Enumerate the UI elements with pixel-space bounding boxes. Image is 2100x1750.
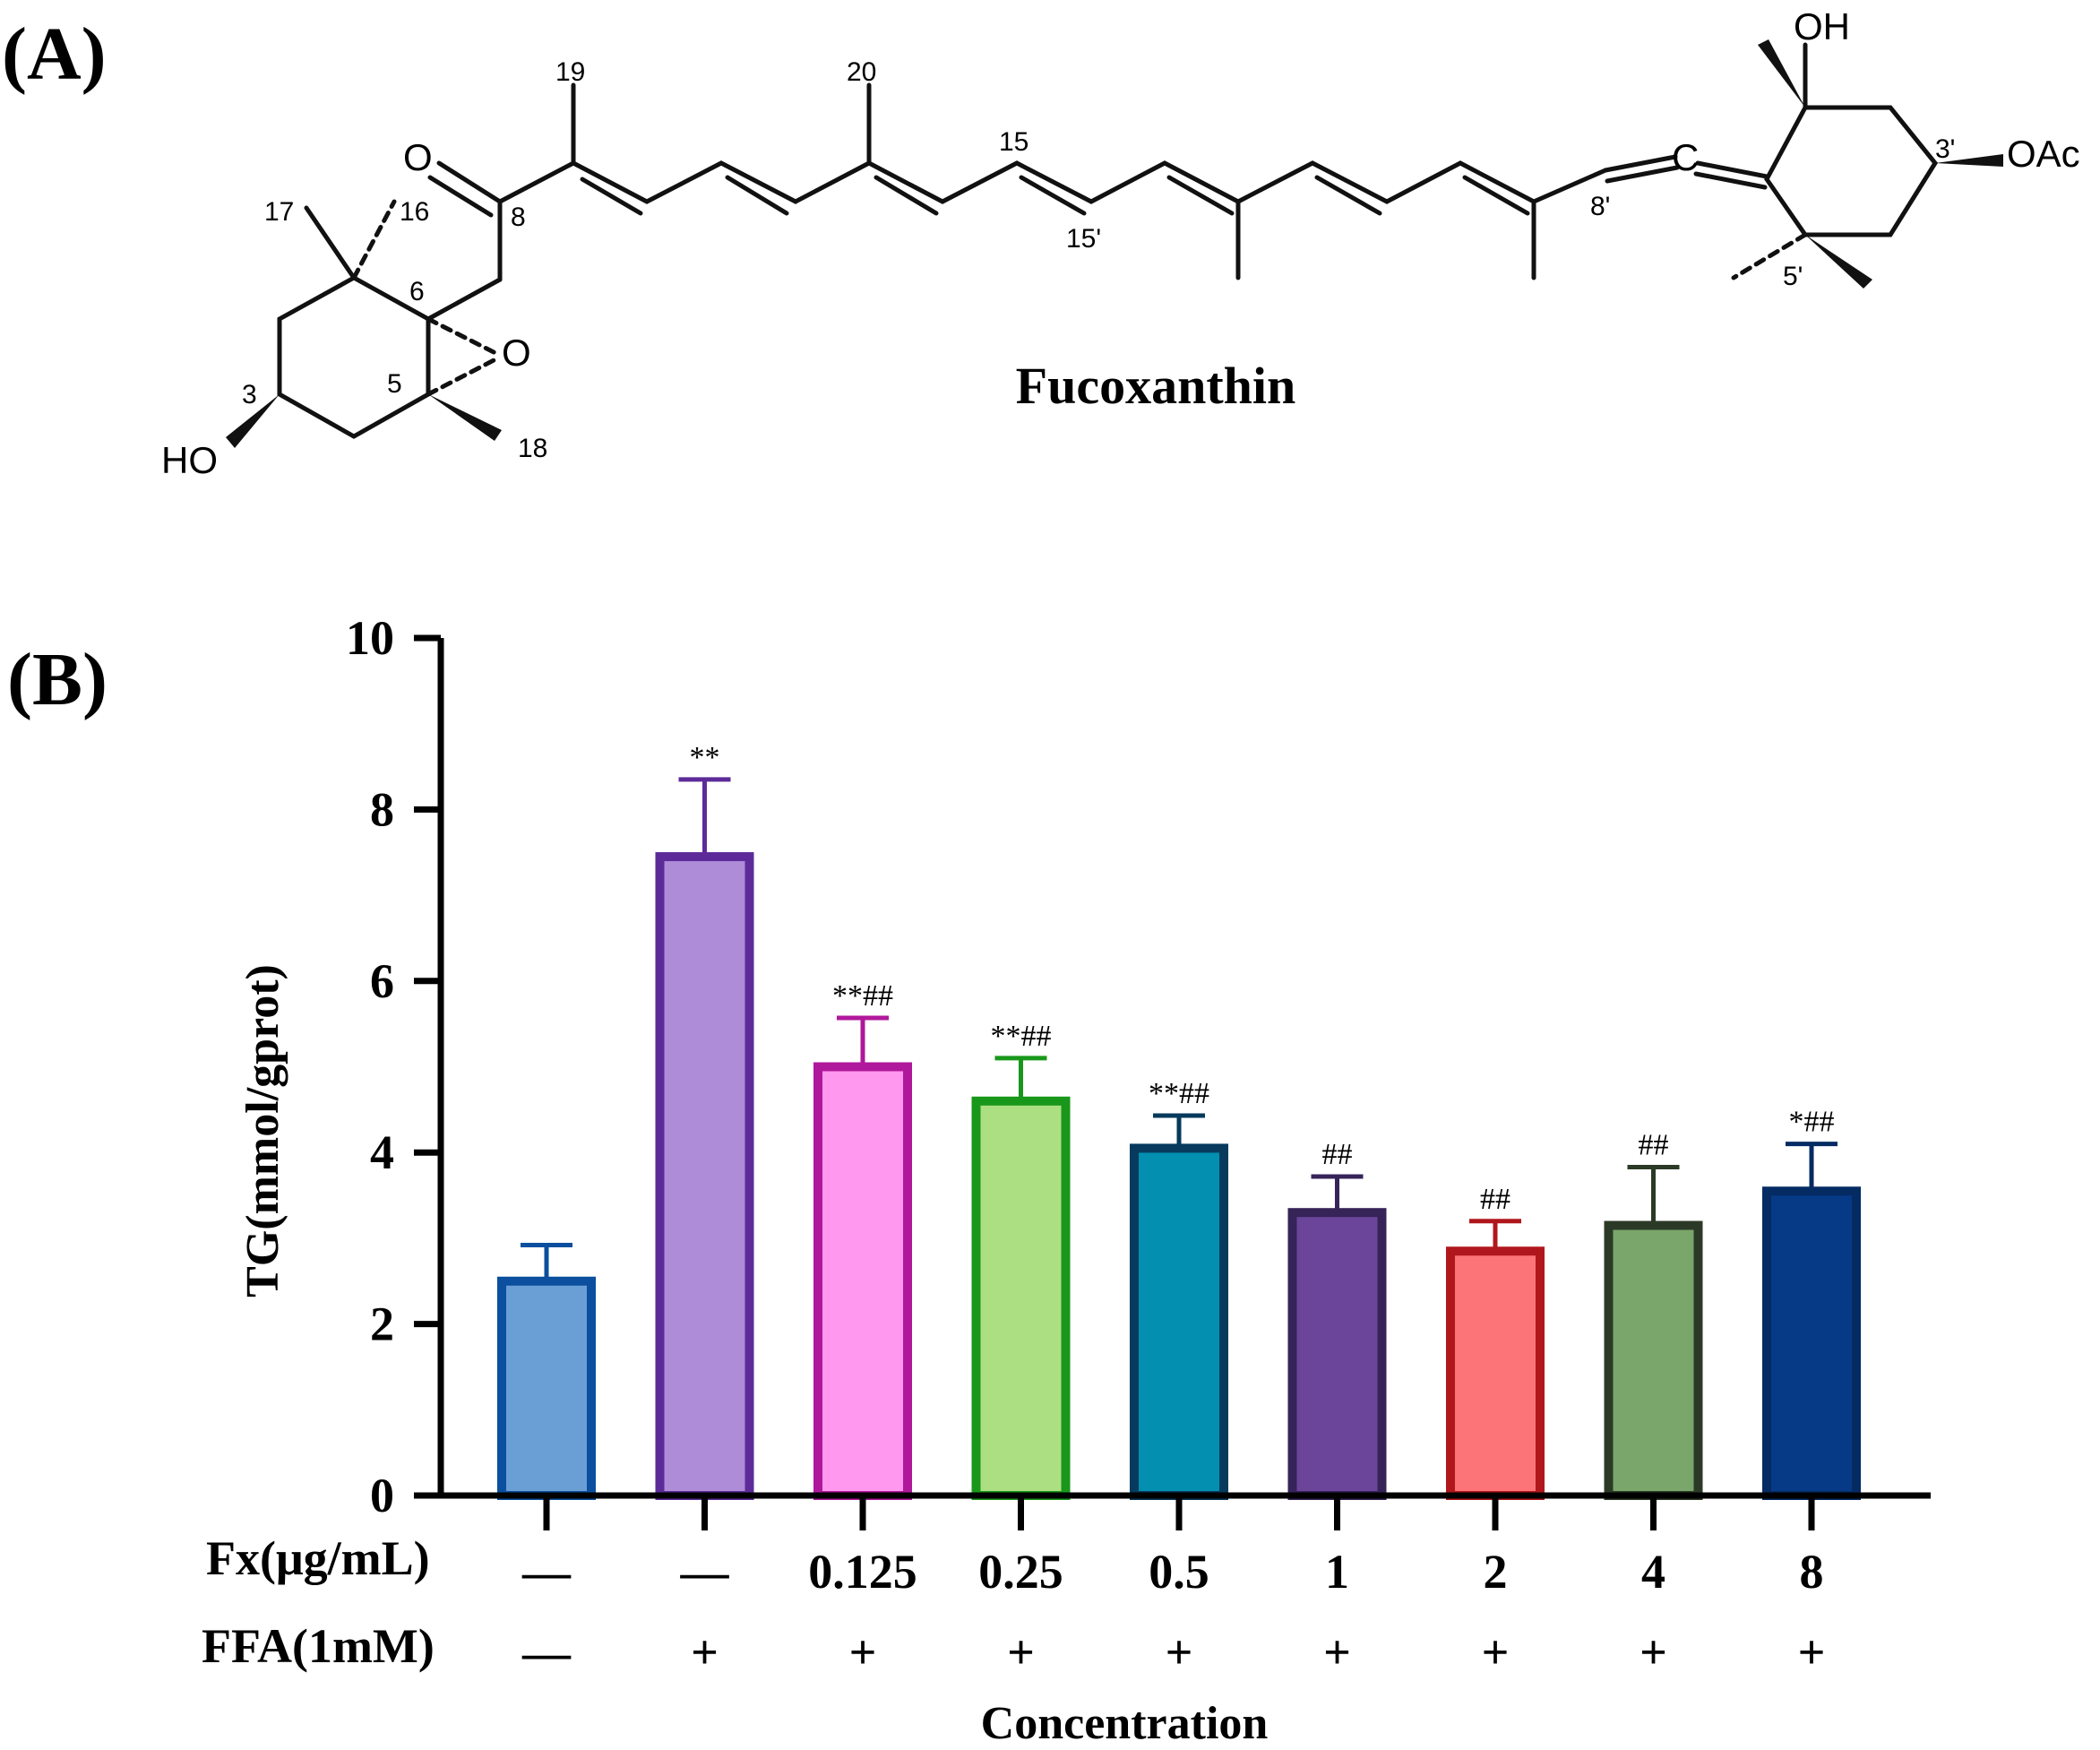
fucoxanthin-structure-drawing bbox=[226, 39, 2003, 448]
significance-label: ## bbox=[1480, 1183, 1510, 1216]
carbon-number-19: 19 bbox=[555, 57, 585, 87]
carbon-number-20: 20 bbox=[847, 57, 876, 87]
atom-hydroxyl-left: HO bbox=[161, 439, 218, 481]
atom-acetate: OAc bbox=[2007, 133, 2080, 175]
y-tick-label: 10 bbox=[346, 611, 394, 665]
panel-b-chart: (B) TG(mmol/gprot) 0 2 4 6 8 10 ** **## **## **#… bbox=[7, 611, 1931, 1749]
bars: ** **## **## **## ## ## ## *## bbox=[497, 741, 1861, 1501]
carbon-number-15: 15 bbox=[999, 127, 1028, 157]
significance-label: **## bbox=[991, 1020, 1052, 1053]
carbon-number-8-prime: 8' bbox=[1590, 192, 1610, 221]
significance-label: **## bbox=[1149, 1077, 1209, 1110]
fx-value: 0.5 bbox=[1149, 1545, 1209, 1599]
carbon-number-15-prime: 15' bbox=[1066, 224, 1101, 254]
carbon-number-5: 5 bbox=[387, 369, 402, 399]
fx-row-values: — — 0.125 0.25 0.5 1 2 4 8 bbox=[521, 1545, 1824, 1599]
fx-value: 0.25 bbox=[978, 1545, 1063, 1599]
panel-a-structure: (A) bbox=[2, 5, 2080, 481]
bar bbox=[813, 1062, 912, 1500]
bar bbox=[1762, 1186, 1861, 1500]
molecule-name: Fucoxanthin bbox=[1016, 357, 1296, 415]
y-tick-label: 8 bbox=[370, 782, 394, 836]
significance-label: ## bbox=[1639, 1128, 1669, 1161]
bar bbox=[655, 852, 754, 1500]
ffa-value: — bbox=[521, 1625, 572, 1679]
fx-value: 1 bbox=[1325, 1545, 1349, 1599]
carbon-number-3: 3 bbox=[242, 380, 257, 409]
carbon-number-17: 17 bbox=[264, 197, 294, 227]
atom-epoxide-oxygen: O bbox=[502, 332, 531, 374]
y-tick-label: 4 bbox=[370, 1125, 394, 1179]
fx-row-label: Fx(μg/mL) bbox=[206, 1531, 430, 1585]
bar bbox=[971, 1096, 1071, 1501]
fx-value: 2 bbox=[1484, 1545, 1508, 1599]
fx-value: — bbox=[521, 1545, 572, 1599]
bar bbox=[1287, 1208, 1387, 1500]
bar bbox=[497, 1276, 596, 1500]
ffa-value: + bbox=[1323, 1625, 1351, 1679]
carbon-number-6: 6 bbox=[409, 277, 425, 306]
carbon-number-18: 18 bbox=[518, 434, 547, 463]
fx-value: 0.125 bbox=[808, 1545, 917, 1599]
bar bbox=[1604, 1220, 1703, 1501]
ffa-row-label: FFA(1mM) bbox=[202, 1619, 435, 1673]
significance-label: ** bbox=[690, 741, 720, 774]
ffa-value: + bbox=[1640, 1625, 1667, 1679]
y-tick-label: 0 bbox=[370, 1469, 394, 1522]
ffa-value: + bbox=[1007, 1625, 1035, 1679]
y-axis-title: TG(mmol/gprot) bbox=[237, 964, 288, 1297]
significance-label: *## bbox=[1789, 1106, 1835, 1139]
carbon-number-3-prime: 3' bbox=[1935, 134, 1955, 164]
panel-b-label: (B) bbox=[7, 638, 108, 721]
y-tick-label: 2 bbox=[370, 1297, 394, 1351]
carbon-number-16: 16 bbox=[400, 197, 429, 227]
ffa-value: + bbox=[1798, 1625, 1826, 1679]
x-axis-title: Concentration bbox=[981, 1698, 1269, 1749]
ffa-row-values: — + + + + + + + + bbox=[521, 1625, 1825, 1679]
fx-value: 4 bbox=[1641, 1545, 1665, 1599]
fx-value: — bbox=[680, 1545, 730, 1599]
ffa-value: + bbox=[1166, 1625, 1193, 1679]
panel-a-label: (A) bbox=[2, 13, 107, 96]
atom-allene-carbon: C bbox=[1672, 136, 1699, 178]
bar bbox=[1130, 1143, 1228, 1501]
x-axis bbox=[543, 1496, 1815, 1530]
atom-keto-oxygen: O bbox=[403, 136, 433, 178]
fx-value: 8 bbox=[1800, 1545, 1824, 1599]
y-axis-ticks: 0 2 4 6 8 10 bbox=[346, 611, 441, 1522]
significance-label: **## bbox=[832, 979, 893, 1013]
carbon-number-8: 8 bbox=[511, 203, 526, 232]
ffa-value: + bbox=[849, 1625, 877, 1679]
atom-hydroxyl-right: OH bbox=[1794, 5, 1850, 47]
significance-label: ## bbox=[1322, 1138, 1353, 1171]
y-tick-label: 6 bbox=[370, 954, 394, 1008]
ffa-value: + bbox=[691, 1625, 719, 1679]
carbon-number-5-prime: 5' bbox=[1783, 262, 1803, 291]
ffa-value: + bbox=[1482, 1625, 1510, 1679]
bar bbox=[1446, 1246, 1545, 1500]
